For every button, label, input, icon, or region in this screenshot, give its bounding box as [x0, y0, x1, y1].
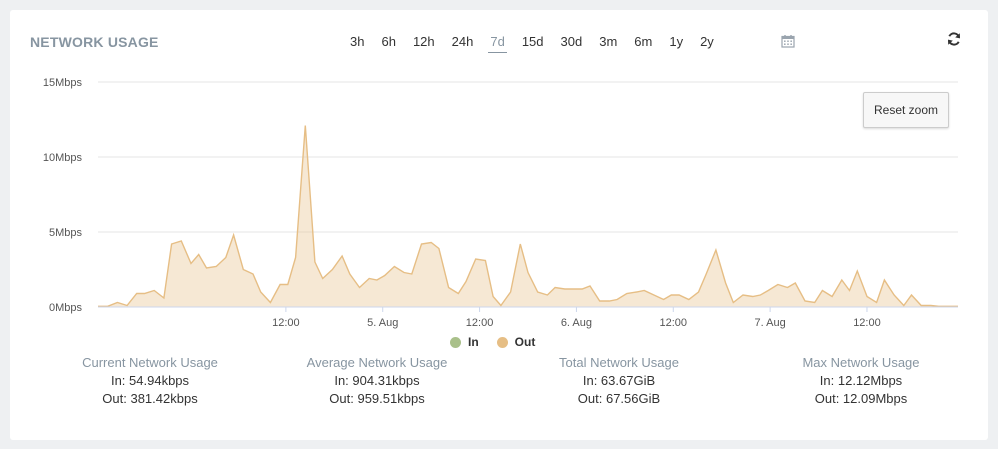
x-tick-label: 5. Aug — [367, 317, 398, 329]
range-button-6m[interactable]: 6m — [634, 34, 653, 49]
range-button-12h[interactable]: 12h — [412, 34, 435, 49]
stat-out: Out: 12.09Mbps — [814, 391, 908, 406]
reset-zoom-button[interactable]: Reset zoom — [863, 92, 949, 128]
range-button-7d[interactable]: 7d — [488, 34, 507, 53]
range-button-1y[interactable]: 1y — [669, 34, 684, 49]
range-button-30d[interactable]: 30d — [560, 34, 583, 49]
x-tick-label: 12:00 — [466, 317, 494, 329]
calendar-icon[interactable] — [781, 34, 795, 48]
range-button-15d[interactable]: 15d — [521, 34, 544, 49]
legend-label: Out — [514, 335, 536, 349]
range-button-3h[interactable]: 3h — [350, 34, 365, 49]
stat-heading: Current Network Usage — [82, 355, 218, 370]
legend-item-out[interactable]: Out — [496, 335, 536, 349]
stat-out: Out: 67.56GiB — [577, 391, 661, 406]
stat-out: Out: 959.51kbps — [329, 391, 425, 406]
x-tick-label: 6. Aug — [561, 317, 592, 329]
x-tick-label: 12:00 — [660, 317, 688, 329]
stat-in: In: 63.67GiB — [582, 373, 656, 388]
stat-heading: Average Network Usage — [306, 355, 448, 370]
range-button-3m[interactable]: 3m — [599, 34, 618, 49]
stat-in: In: 12.12Mbps — [819, 373, 903, 388]
x-tick-label: 7. Aug — [755, 317, 786, 329]
out-series-line — [98, 125, 958, 307]
range-button-2y[interactable]: 2y — [700, 34, 714, 49]
stat-in: In: 54.94kbps — [110, 373, 190, 388]
refresh-icon[interactable] — [946, 31, 962, 47]
out-series-area — [98, 125, 958, 307]
y-tick-label: 5Mbps — [49, 227, 83, 239]
range-button-24h[interactable]: 24h — [451, 34, 474, 49]
stat-out: Out: 381.42kbps — [102, 391, 198, 406]
stat-average: Average Network Usage In: 904.31kbps Out… — [277, 354, 477, 408]
y-tick-label: 10Mbps — [43, 152, 83, 164]
legend-marker — [450, 336, 461, 348]
legend-item-in[interactable]: In — [450, 335, 479, 349]
y-tick-label: 15Mbps — [43, 77, 83, 89]
stat-heading: Total Network Usage — [559, 355, 679, 370]
y-tick-label: 0Mbps — [49, 302, 83, 314]
network-usage-chart: 0Mbps 5Mbps 10Mbps 15Mbps 12:00 5. Aug 12:00 6… — [43, 77, 958, 329]
time-range-selector: 3h 6h 12h 24h 7d 15d 30d 3m 6m 1y 2y — [348, 34, 729, 53]
x-tick-label: 12:00 — [853, 317, 881, 329]
panel-title: NETWORK USAGE — [30, 34, 159, 50]
network-usage-panel: NETWORK USAGE 3h 6h 12h 24h 7d 15d 30d 3m 6m 1y 2y… — [10, 10, 988, 440]
stat-total: Total Network Usage In: 63.67GiB Out: 67… — [519, 354, 719, 408]
stat-max: Max Network Usage In: 12.12Mbps Out: 12.… — [761, 354, 961, 408]
stat-heading: Max Network Usage — [802, 355, 920, 370]
legend-marker — [496, 336, 508, 348]
chart-legend: In Out — [450, 335, 553, 349]
range-button-6h[interactable]: 6h — [381, 34, 396, 49]
stat-current: Current Network Usage In: 54.94kbps Out:… — [50, 354, 250, 408]
legend-label: In — [468, 335, 479, 349]
stat-in: In: 904.31kbps — [334, 373, 420, 388]
x-tick-label: 12:00 — [272, 317, 300, 329]
